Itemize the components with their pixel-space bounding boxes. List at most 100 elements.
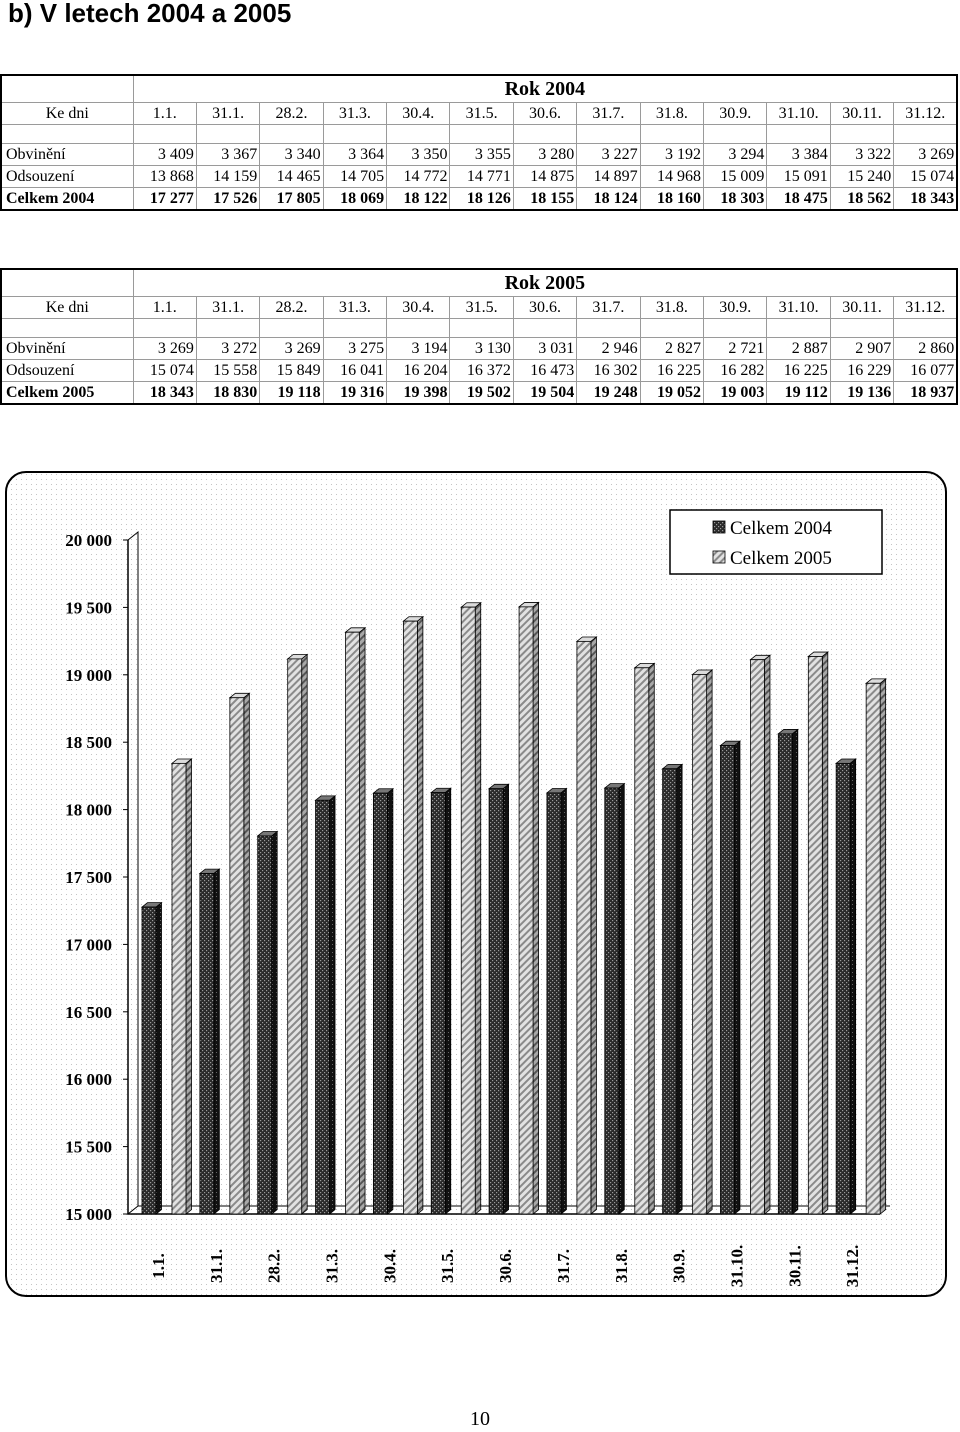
table-cell: 18 937 (893, 381, 959, 405)
bar-side (243, 692, 250, 1215)
row-label: Odsouzení (0, 359, 134, 382)
date-header: 31.1. (195, 102, 261, 125)
x-tick-label: 31.7. (554, 1249, 573, 1283)
empty-cell (322, 318, 388, 338)
bar-2005 (865, 678, 887, 1215)
table-cell: 16 282 (703, 359, 768, 382)
empty-cell (576, 318, 641, 338)
table-cell: 19 248 (576, 381, 641, 405)
x-tick-label: 31.12. (843, 1245, 862, 1288)
x-tick-label: 30.11. (785, 1245, 804, 1287)
table-cell: 2 887 (766, 337, 831, 360)
date-header: 30.11. (829, 296, 895, 319)
bar-side (821, 651, 829, 1215)
empty-cell (0, 124, 134, 144)
date-header: 30.4. (386, 102, 451, 125)
bar-2005 (807, 651, 829, 1215)
table-cell: 18 830 (195, 381, 261, 405)
bar-2004 (719, 740, 742, 1215)
table-row: Obvinění 3 409 3 367 3 340 3 364 3 350 3 355 3 … (0, 143, 959, 166)
row-label: Celkem 2005 (0, 381, 134, 405)
table-cell: 18 069 (322, 187, 388, 211)
bar-face (634, 667, 650, 1215)
empty-cell (449, 124, 514, 144)
bar-side (618, 782, 625, 1215)
bar-2004 (372, 787, 395, 1215)
table-cell: 3 294 (703, 143, 768, 166)
table-cell: 2 721 (703, 337, 768, 360)
table-cell: 16 077 (893, 359, 959, 382)
table-cell: 18 124 (576, 187, 641, 211)
empty-cell (512, 124, 578, 144)
table-cell: 2 827 (639, 337, 705, 360)
bar-2005 (170, 758, 193, 1215)
chart-labels: 15 000 15 500 16 000 16 500 17 000 17 500 18 0… (65, 531, 862, 1287)
table-title: Rok 2005 (132, 268, 959, 297)
table-cell: 14 897 (576, 165, 641, 188)
bar-face (604, 787, 620, 1215)
y-tick-label: 15 000 (65, 1205, 112, 1224)
empty-cell (195, 318, 261, 338)
bar-side (213, 868, 220, 1215)
table-row: Odsouzení 13 868 14 159 14 465 14 705 14 772 1… (0, 165, 959, 188)
date-header: 31.12. (893, 296, 959, 319)
bar-chart: 15 000 15 500 16 000 16 500 17 000 17 500 18 0… (5, 471, 947, 1297)
row-label: Celkem 2004 (0, 187, 134, 211)
table-title: Rok 2004 (132, 74, 959, 103)
bar-side (185, 758, 192, 1215)
bar-side (444, 787, 452, 1215)
table-cell: 18 343 (132, 381, 197, 405)
bar-face (488, 788, 504, 1215)
empty-cell (322, 124, 388, 144)
bar-side (474, 601, 482, 1215)
table-cell: 19 118 (259, 381, 324, 405)
table-header-row: Ke dni 1.1. 31.1. 28.2. 31.3. 30.4. 31.5. 30.6.… (0, 296, 959, 319)
y-tick-label: 19 500 (65, 598, 112, 617)
y-tick-label: 17 000 (65, 935, 112, 954)
bar-2004 (487, 783, 510, 1215)
row-label: Obvinění (0, 337, 134, 360)
bar-2005 (344, 626, 367, 1215)
date-header: 31.7. (576, 102, 641, 125)
bar-face (865, 682, 881, 1215)
legend-swatch (712, 520, 726, 534)
table-row: Obvinění 3 269 3 272 3 269 3 275 3 194 3 130 3 … (0, 337, 959, 360)
table-cell: 18 155 (512, 187, 578, 211)
table-cell: 2 860 (893, 337, 959, 360)
date-header: 30.6. (512, 296, 578, 319)
page-number: 10 (470, 1408, 490, 1430)
bar-2004 (198, 868, 221, 1215)
bar-side (879, 678, 887, 1215)
table-cell: 3 192 (639, 143, 705, 166)
bar-2004 (661, 763, 684, 1215)
x-tick-label: 31.5. (438, 1249, 457, 1283)
table-cell: 18 475 (766, 187, 831, 211)
table-cell: 14 772 (386, 165, 451, 188)
table-cell: 15 240 (829, 165, 895, 188)
bar-face (141, 906, 157, 1215)
table-cell: 18 303 (703, 187, 768, 211)
bar-side (706, 669, 713, 1215)
table-cell: 3 367 (195, 143, 261, 166)
date-header: 31.5. (449, 296, 514, 319)
table-cell: 16 041 (322, 359, 388, 382)
table-cell: 18 562 (829, 187, 895, 211)
empty-cell (132, 124, 197, 144)
table-cell: 14 771 (449, 165, 514, 188)
y-tick-label: 20 000 (65, 531, 112, 550)
table-cell: 3 364 (322, 143, 388, 166)
table-spacer-row (0, 318, 959, 338)
table-cell: 17 277 (132, 187, 197, 211)
bar-side (271, 830, 278, 1215)
bar-side (329, 795, 336, 1215)
table-cell: 15 849 (259, 359, 324, 382)
bar-face (692, 673, 708, 1215)
table-cell: 15 074 (893, 165, 959, 188)
bar-face (662, 768, 678, 1215)
x-tick-label: 30.9. (670, 1249, 689, 1283)
bar-side (386, 787, 394, 1215)
row-label: Odsouzení (0, 165, 134, 188)
bar-side (502, 783, 509, 1215)
table-cell: 19 003 (703, 381, 768, 405)
table-cell: 3 409 (132, 143, 197, 166)
